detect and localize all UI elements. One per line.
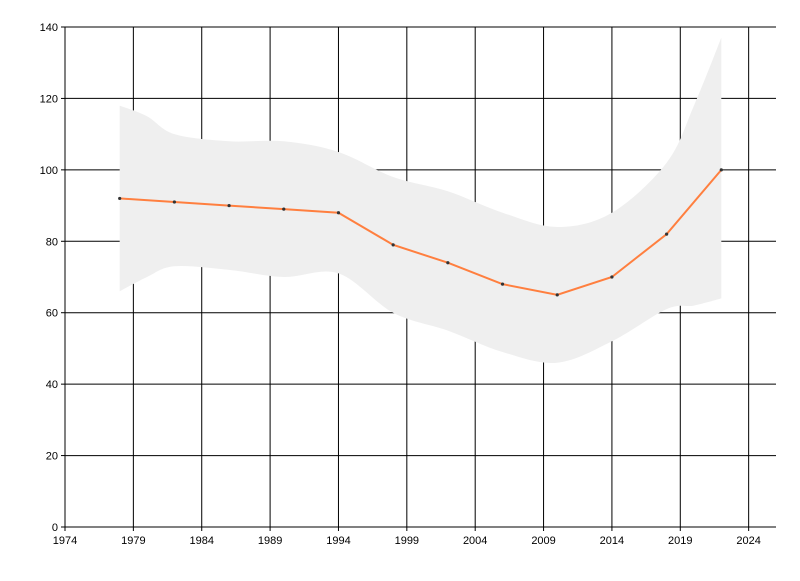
x-tick-label: 2019 bbox=[668, 535, 692, 547]
y-tick-label: 0 bbox=[52, 522, 58, 534]
y-tick-label: 100 bbox=[40, 165, 58, 177]
series-line bbox=[119, 169, 723, 296]
x-tick-label: 2009 bbox=[531, 535, 555, 547]
y-tick-label: 120 bbox=[40, 93, 58, 105]
tick-labels: 0 20 40 60 80 100 120 140 1974 1979 1984 1989 1994 19… bbox=[40, 22, 761, 547]
data-point bbox=[555, 293, 559, 297]
series bbox=[118, 168, 723, 297]
x-tick-label: 2004 bbox=[463, 535, 487, 547]
data-point bbox=[719, 168, 723, 172]
data-point bbox=[118, 196, 122, 201]
data-point bbox=[172, 200, 176, 204]
x-tick-label: 1979 bbox=[121, 535, 145, 547]
y-tick-label: 80 bbox=[46, 236, 58, 248]
x-tick-label: 1999 bbox=[395, 535, 419, 547]
x-tick-label: 1974 bbox=[53, 535, 77, 547]
x-tick-label: 1994 bbox=[326, 535, 350, 547]
data-point bbox=[227, 203, 231, 208]
y-tick-label: 40 bbox=[46, 379, 58, 391]
x-tick-label: 1984 bbox=[189, 535, 213, 547]
y-tick-label: 140 bbox=[40, 22, 58, 34]
axes bbox=[61, 26, 776, 531]
confidence-band-area bbox=[119, 37, 722, 363]
data-point bbox=[391, 243, 395, 247]
x-tick-label: 2014 bbox=[600, 535, 624, 547]
y-tick-label: 60 bbox=[46, 308, 58, 320]
data-point bbox=[665, 232, 669, 236]
confidence-band bbox=[119, 37, 722, 363]
data-point bbox=[610, 275, 614, 279]
data-point bbox=[446, 261, 450, 265]
y-tick-label: 20 bbox=[46, 451, 58, 463]
x-tick-label: 1989 bbox=[258, 535, 282, 547]
data-point bbox=[282, 207, 286, 211]
data-point bbox=[500, 282, 505, 286]
data-point bbox=[336, 211, 341, 215]
x-tick-label: 2024 bbox=[736, 535, 760, 547]
